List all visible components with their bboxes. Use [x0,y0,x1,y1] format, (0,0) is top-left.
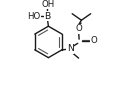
Text: N: N [67,44,74,53]
Text: O: O [91,36,97,45]
Text: OH: OH [41,0,55,9]
Text: O: O [76,24,83,33]
Text: HO: HO [28,12,41,21]
Text: B: B [44,12,51,21]
